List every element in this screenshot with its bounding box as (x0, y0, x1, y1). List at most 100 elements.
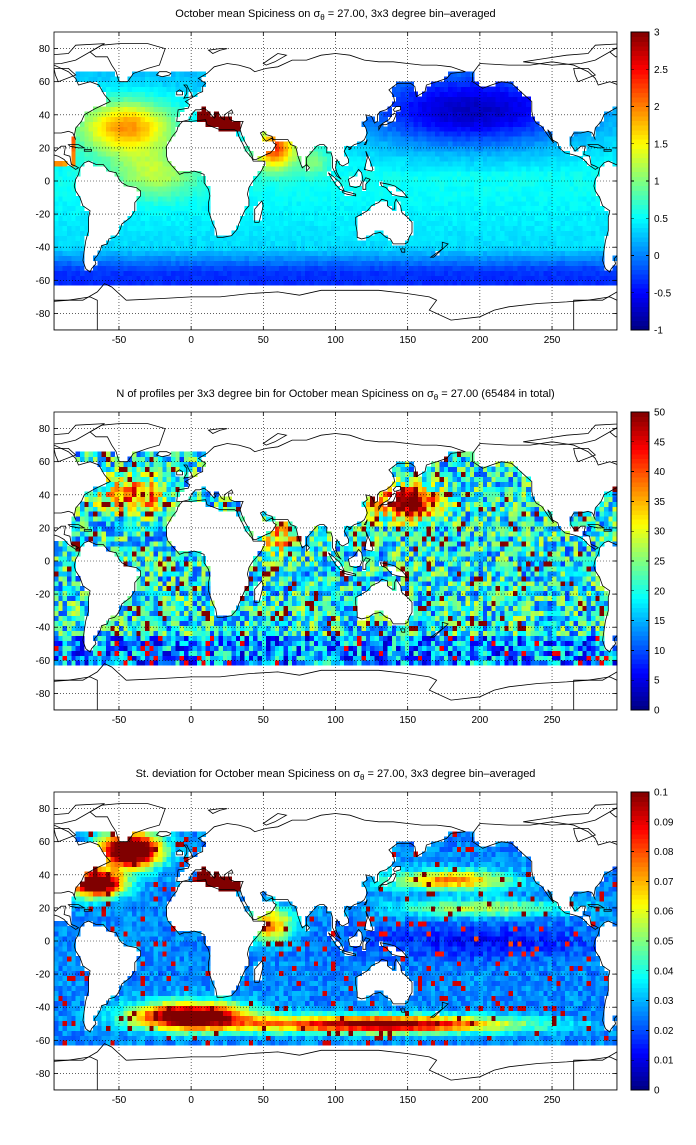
heatmap-cell (167, 626, 172, 631)
heatmap-cell (301, 201, 306, 206)
heatmap-cell (353, 260, 358, 265)
colorbar-step (631, 153, 649, 158)
heatmap-cell (595, 216, 600, 221)
heatmap-cell (67, 645, 72, 650)
heatmap-cell (54, 566, 59, 571)
heatmap-cell (452, 146, 457, 151)
heatmap-cell (504, 270, 509, 275)
heatmap-cell (149, 176, 154, 181)
heatmap-cell (578, 275, 583, 280)
heatmap-cell (145, 161, 150, 166)
heatmap-cell (145, 102, 150, 107)
heatmap-cell (310, 176, 315, 181)
heatmap-cell (232, 126, 237, 131)
heatmap-cell (379, 141, 384, 146)
heatmap-cell (110, 265, 115, 270)
heatmap-cell (387, 136, 392, 141)
heatmap-cell (145, 171, 150, 176)
heatmap-cell (145, 650, 150, 655)
heatmap-cell (236, 265, 241, 270)
heatmap-cell (301, 270, 306, 275)
heatmap-cell (426, 171, 431, 176)
heatmap-cell (543, 156, 548, 161)
heatmap-cell (115, 141, 120, 146)
heatmap-cell (483, 280, 488, 285)
heatmap-cell (97, 640, 102, 645)
heatmap-cell (158, 640, 163, 645)
heatmap-cell (297, 260, 302, 265)
heatmap-cell (331, 211, 336, 216)
heatmap-cell (119, 541, 124, 546)
heatmap-cell (431, 186, 436, 191)
heatmap-cell (405, 151, 410, 156)
heatmap-cell (288, 236, 293, 241)
heatmap-cell (297, 280, 302, 285)
heatmap-cell (158, 280, 163, 285)
heatmap-cell (249, 236, 254, 241)
heatmap-cell (457, 241, 462, 246)
heatmap-cell (175, 246, 180, 251)
heatmap-cell (522, 216, 527, 221)
heatmap-cell (535, 206, 540, 211)
heatmap-cell (266, 166, 271, 171)
heatmap-cell (167, 92, 172, 97)
heatmap-cell (258, 241, 263, 246)
heatmap-cell (379, 151, 384, 156)
heatmap-cell (474, 191, 479, 196)
heatmap-cell (522, 231, 527, 236)
heatmap-cell (258, 265, 263, 270)
heatmap-cell (123, 650, 128, 655)
heatmap-cell (253, 221, 258, 226)
heatmap-cell (522, 226, 527, 231)
heatmap-cell (63, 216, 68, 221)
heatmap-cell (405, 82, 410, 87)
heatmap-cell (158, 487, 163, 492)
heatmap-cell (366, 241, 371, 246)
heatmap-cell (348, 206, 353, 211)
heatmap-cell (465, 151, 470, 156)
heatmap-cell (504, 146, 509, 151)
heatmap-cell (457, 221, 462, 226)
heatmap-cell (587, 231, 592, 236)
heatmap-cell (54, 581, 59, 586)
heatmap-cell (478, 241, 483, 246)
heatmap-cell (110, 640, 115, 645)
heatmap-cell (136, 491, 141, 496)
heatmap-cell (500, 236, 505, 241)
heatmap-cell (110, 477, 115, 482)
heatmap-cell (591, 151, 596, 156)
heatmap-cell (517, 161, 522, 166)
heatmap-cell (539, 136, 544, 141)
heatmap-cell (110, 156, 115, 161)
heatmap-cell (548, 251, 553, 256)
heatmap-cell (483, 121, 488, 126)
heatmap-cell (565, 186, 570, 191)
heatmap-cell (123, 107, 128, 112)
heatmap-cell (487, 191, 492, 196)
heatmap-cell (106, 541, 111, 546)
heatmap-cell (509, 241, 514, 246)
heatmap-cell (80, 452, 85, 457)
heatmap-cell (422, 201, 427, 206)
heatmap-cell (526, 102, 531, 107)
heatmap-cell (119, 111, 124, 116)
heatmap-cell (491, 151, 496, 156)
heatmap-cell (154, 206, 159, 211)
heatmap-cell (288, 156, 293, 161)
heatmap-cell (115, 631, 120, 636)
heatmap-cell (444, 246, 449, 251)
heatmap-cell (145, 491, 150, 496)
heatmap-cell (470, 236, 475, 241)
heatmap-cell (145, 631, 150, 636)
heatmap-cell (500, 181, 505, 186)
heatmap-cell (162, 87, 167, 92)
heatmap-cell (201, 270, 206, 275)
heatmap-cell (106, 146, 111, 151)
heatmap-cell (184, 176, 189, 181)
heatmap-cell (539, 211, 544, 216)
heatmap-cell (357, 161, 362, 166)
heatmap-cell (89, 496, 94, 501)
heatmap-cell (582, 265, 587, 270)
heatmap-cell (67, 636, 72, 641)
heatmap-cell (357, 251, 362, 256)
